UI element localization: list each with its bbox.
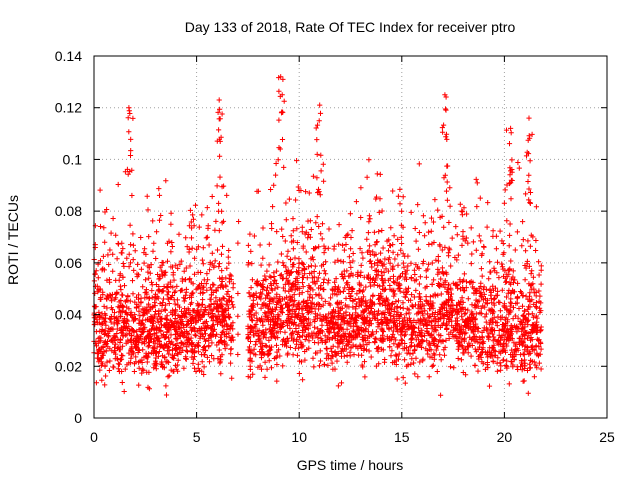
y-tick-label: 0.1 xyxy=(63,151,83,167)
x-tick-label: 20 xyxy=(497,429,513,445)
y-tick-label: 0.02 xyxy=(55,358,82,374)
axis-ticks xyxy=(93,55,608,419)
plot-frame xyxy=(93,55,608,419)
x-tick-label: 10 xyxy=(291,429,307,445)
y-tick-label: 0.06 xyxy=(55,255,82,271)
scatter-markers xyxy=(91,74,544,398)
y-tick-label: 0.08 xyxy=(55,203,82,219)
y-tick-label: 0 xyxy=(74,410,82,426)
y-tick-label: 0.14 xyxy=(55,48,82,64)
data-points xyxy=(91,74,544,398)
x-axis-label: GPS time / hours xyxy=(297,457,404,473)
x-tick-label: 0 xyxy=(90,429,98,445)
tick-labels: 0 5 10 15 20 25 0 0.02 0.04 0.06 0.08 0.1 0.12 0.14 xyxy=(55,48,615,445)
x-tick-label: 5 xyxy=(193,429,201,445)
chart-title: Day 133 of 2018, Rate Of TEC Index for r… xyxy=(185,19,516,35)
y-axis-label: ROTI / TECUs xyxy=(5,195,21,285)
y-tick-label: 0.12 xyxy=(55,100,82,116)
x-tick-label: 25 xyxy=(599,429,615,445)
x-tick-label: 15 xyxy=(394,429,410,445)
y-tick-label: 0.04 xyxy=(55,307,82,323)
